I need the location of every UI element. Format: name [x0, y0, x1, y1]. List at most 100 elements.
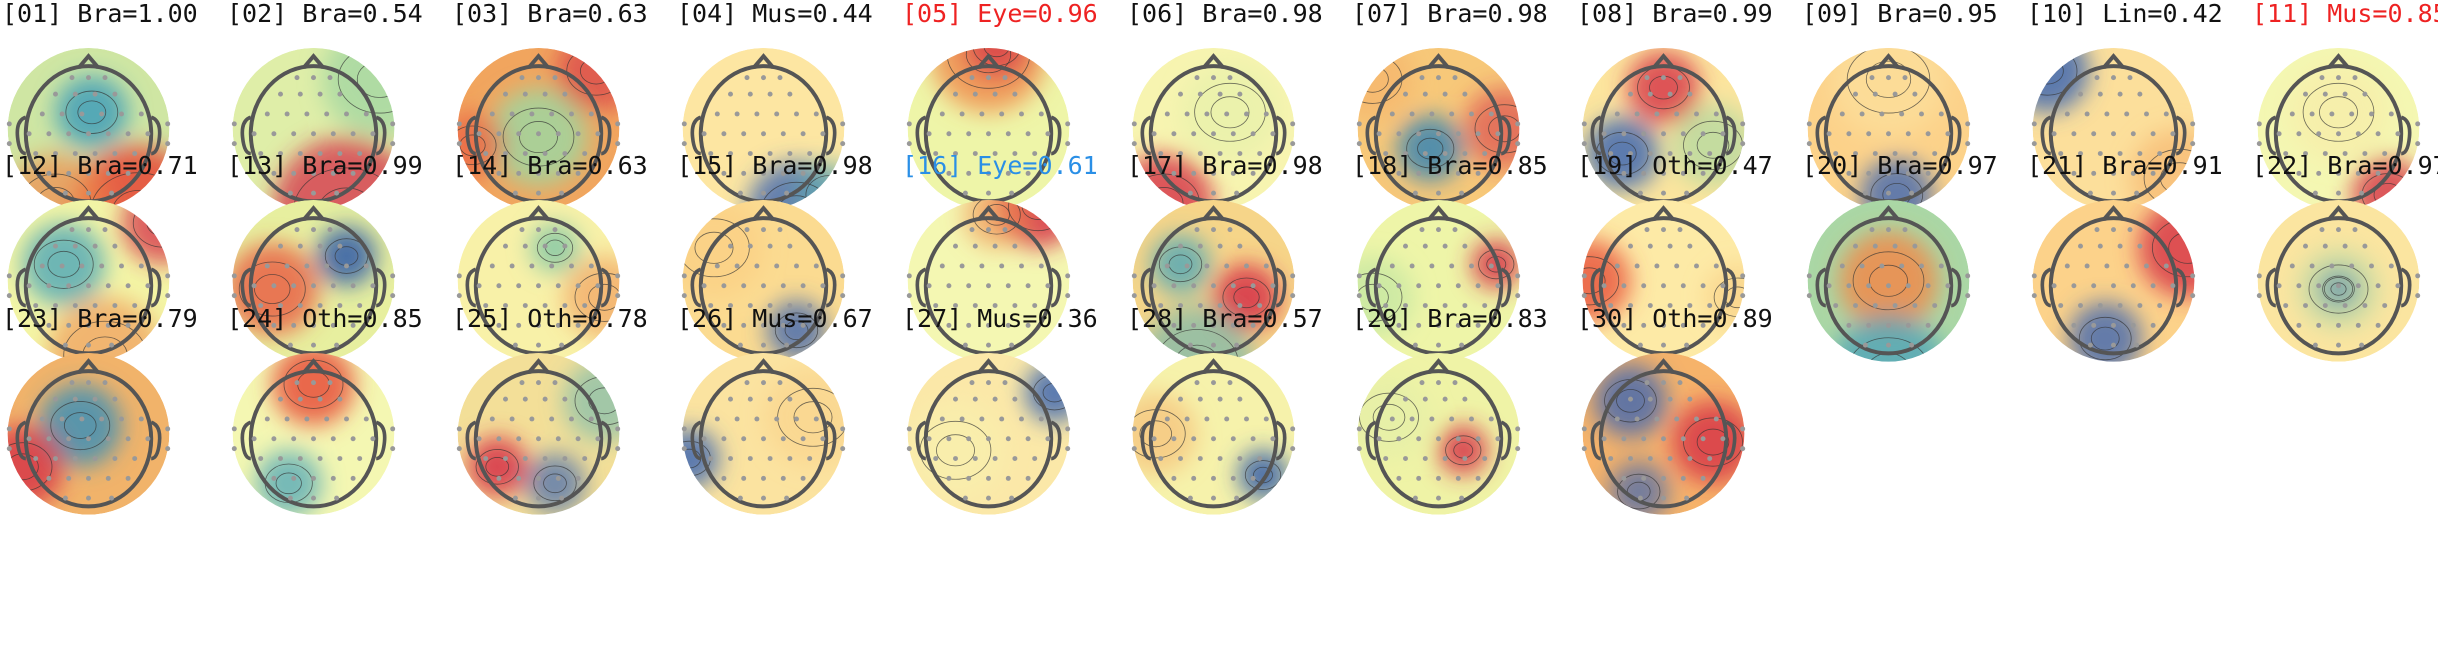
sensor-dot	[496, 322, 502, 328]
sensor-dot	[1442, 151, 1448, 157]
sensor-dot	[1621, 322, 1627, 328]
sensor-dot	[734, 416, 740, 422]
sensor-dot	[1009, 190, 1015, 196]
sensor-dot	[109, 495, 115, 501]
sensor-dot	[1899, 111, 1905, 117]
sensor-dot	[92, 243, 98, 249]
ear-outline	[2265, 267, 2277, 308]
sensor-dot	[33, 151, 39, 157]
sensor-dot	[1899, 263, 1905, 269]
sensor-dot	[807, 303, 813, 309]
sensor-dot	[992, 303, 998, 309]
component-label: [24] Oth=0.85	[227, 304, 423, 333]
topomap-panel: [21] Bra=0.91	[2025, 152, 2250, 367]
scalp-topomap	[2256, 199, 2421, 362]
sensor-dot	[119, 111, 124, 117]
sensor-dot	[2031, 293, 2037, 299]
sensor-dot	[992, 91, 998, 97]
sensor-dot	[1419, 380, 1425, 386]
ear-outline	[1815, 267, 1827, 308]
sensor-dot	[747, 396, 753, 402]
ear-outline	[2400, 115, 2412, 156]
sensor-dot	[767, 151, 773, 157]
sensor-dot	[1853, 243, 1858, 249]
contour-line	[774, 312, 819, 349]
sensor-dot	[53, 91, 58, 97]
sensor-dot	[737, 190, 743, 196]
sensor-dot	[1290, 141, 1296, 147]
sensor-dot	[1833, 303, 1839, 309]
activation-blob	[907, 400, 1005, 500]
sensor-dot	[966, 322, 972, 328]
nose-outline	[77, 358, 100, 375]
sensor-dot	[363, 416, 369, 422]
topomap-panel: [27] Mus=0.36	[900, 305, 1125, 520]
scalp-topomap	[906, 352, 1071, 515]
sensor-dot	[1644, 380, 1650, 386]
sensor-dot	[330, 322, 336, 328]
activation-blob	[316, 226, 377, 286]
activation-blob	[563, 359, 620, 443]
sensor-dot	[125, 322, 131, 328]
sensor-dot	[1515, 273, 1521, 279]
sensor-dot	[780, 170, 786, 176]
sensor-dot	[2144, 111, 2149, 117]
component-label: [14] Bra=0.63	[452, 151, 648, 180]
sensor-dot	[1965, 293, 1971, 299]
sensor-dot	[701, 436, 707, 442]
sensor-dot	[1641, 475, 1647, 481]
sensor-dot	[145, 131, 151, 137]
sensor-dot	[1025, 322, 1031, 328]
sensor-dot	[1151, 436, 1157, 442]
sensor-dot	[1227, 75, 1233, 81]
sensor-dot	[489, 111, 495, 117]
sensor-dot	[2117, 243, 2123, 249]
sensor-dot	[813, 263, 819, 269]
sensor-dot	[2031, 121, 2037, 127]
sensor-dot	[1866, 322, 1872, 328]
sensor-dot	[761, 475, 766, 481]
sensor-dot	[2342, 91, 2348, 97]
sensor-dot	[2342, 243, 2348, 249]
sensor-dot	[105, 322, 111, 328]
sensor-dot	[1637, 342, 1643, 348]
sensor-dot	[522, 456, 528, 462]
ear-outline	[825, 420, 837, 461]
sensor-dot	[2369, 263, 2374, 269]
ear-outline	[2400, 267, 2412, 308]
sensor-dot	[1925, 283, 1931, 289]
sensor-dot	[1416, 170, 1422, 176]
sensor-dot	[906, 121, 912, 127]
sensor-dot	[1866, 131, 1872, 137]
sensor-dot	[1879, 263, 1885, 269]
sensor-dot	[86, 75, 91, 81]
sensor-dot	[1187, 190, 1193, 196]
sensor-dot	[1442, 303, 1448, 309]
sensor-dot	[26, 283, 32, 289]
ear-outline	[375, 267, 387, 308]
sensor-dot	[503, 91, 508, 97]
sensor-dot	[734, 263, 740, 269]
sensor-dot	[1191, 170, 1197, 176]
sensor-dot	[820, 283, 826, 289]
sensor-dot	[1012, 243, 1018, 249]
sensor-dot	[721, 322, 727, 328]
sensor-dot	[1184, 263, 1190, 269]
nose-outline	[302, 358, 325, 375]
sensor-dot	[1846, 283, 1852, 289]
sensor-dot	[1403, 151, 1408, 157]
contour-line	[485, 457, 510, 477]
sensor-dot	[1740, 141, 1746, 147]
sensor-dot	[2319, 227, 2325, 233]
ear-outline	[1050, 420, 1062, 461]
sensor-dot	[1131, 293, 1137, 299]
sensor-dot	[1806, 141, 1812, 147]
sensor-dot	[1694, 416, 1699, 422]
contour-line	[777, 195, 816, 210]
sensor-dot	[1376, 131, 1382, 137]
sensor-dot	[2342, 303, 2348, 309]
sensor-dot	[1925, 170, 1931, 176]
ear-outline	[1725, 267, 1737, 308]
activation-blob	[1609, 461, 1669, 515]
sensor-dot	[1403, 456, 1408, 462]
